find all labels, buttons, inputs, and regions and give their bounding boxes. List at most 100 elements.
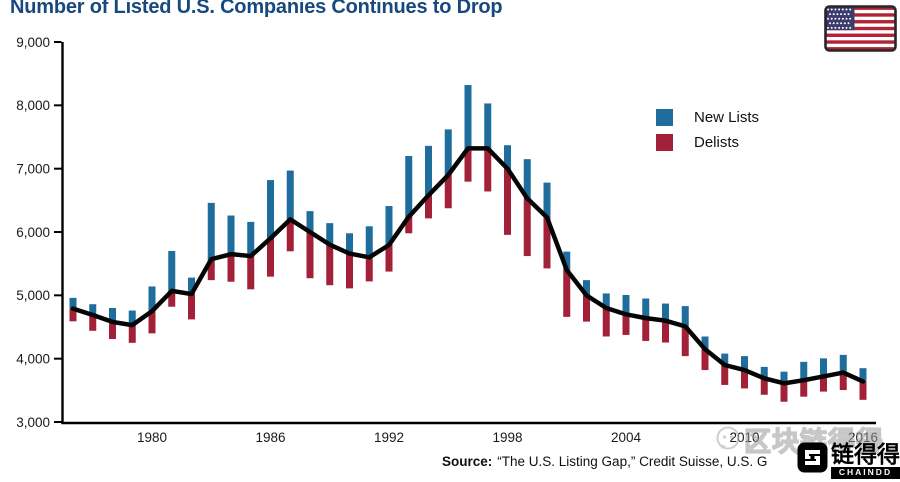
new-lists-bar [69, 297, 77, 309]
us-flag-svg [824, 5, 897, 52]
delists-bar [464, 148, 472, 182]
new-lists-bar [721, 353, 729, 365]
chaindd-logo-badge: CHAINDD [831, 467, 900, 479]
legend-item-new-lists: New Lists [656, 109, 759, 126]
new-lists-bar [464, 85, 472, 149]
new-lists-bar [306, 211, 314, 232]
delists-bar [365, 257, 373, 282]
x-tick-label: 2004 [611, 430, 642, 445]
delists-bar [741, 370, 748, 389]
new-lists-bar [681, 306, 689, 327]
delists-bar [681, 326, 689, 357]
delists-bar [109, 321, 116, 340]
chaindd-logo-text: 链得得 [831, 441, 900, 467]
new-lists-bar [148, 286, 156, 312]
delists-bar [286, 219, 294, 252]
new-lists-bar [820, 358, 827, 377]
new-lists-bar [227, 215, 235, 255]
x-tick-label: 1986 [255, 430, 285, 445]
delists-bar [583, 295, 590, 322]
new-lists-bar [583, 280, 590, 296]
delists-bar [662, 320, 669, 343]
delists-bar [267, 238, 274, 277]
new-lists-bar [89, 304, 97, 315]
delists-bar [227, 254, 235, 282]
delists-bar [602, 308, 610, 337]
x-tick-label: 1998 [492, 430, 522, 445]
new-lists-bar [602, 293, 610, 308]
new-lists-bar [563, 251, 571, 270]
chat-bubble-icon [716, 426, 740, 449]
new-lists-bar [405, 156, 413, 217]
new-lists-bar [839, 354, 847, 373]
source-text: “The U.S. Listing Gap,” Credit Suisse, U… [497, 454, 768, 469]
y-tick-label: 3,000 [16, 415, 50, 430]
delists-bar [385, 244, 393, 272]
new-lists-bar [346, 233, 353, 254]
delists-bar [128, 325, 136, 343]
delists-bar [346, 253, 353, 289]
source-label: Source: [442, 454, 493, 469]
chart-title: Number of Listed U.S. Companies Continue… [10, 0, 503, 18]
new-lists-bar [207, 202, 215, 260]
new-lists-bar [425, 145, 432, 196]
new-lists-bar [701, 336, 709, 350]
new-lists-bar [128, 310, 136, 326]
delists-bar [780, 383, 788, 402]
x-tick-label: 1980 [137, 430, 167, 445]
delists-bar [405, 216, 413, 234]
delists-bar [247, 256, 255, 290]
delists-bar [168, 290, 176, 307]
y-tick-label: 4,000 [16, 351, 50, 366]
x-tick-label: 2016 [848, 430, 878, 445]
us-flag-image [824, 5, 897, 52]
new-lists-bar [662, 303, 669, 321]
delists-bar [820, 376, 827, 392]
new-lists-swatch [656, 109, 673, 126]
delists-bar [188, 294, 195, 320]
delists-bar [622, 314, 630, 335]
delists-bar [839, 372, 847, 391]
new-lists-bar [800, 361, 808, 381]
delists-label: Delists [694, 134, 740, 151]
new-lists-bar [267, 180, 274, 239]
delists-bar [760, 378, 768, 395]
new-lists-label: New Lists [694, 109, 760, 126]
new-lists-bar [168, 251, 176, 291]
delists-bar [148, 311, 156, 334]
chaindd-logo-icon [797, 442, 828, 473]
y-tick-label: 8,000 [16, 98, 50, 113]
x-tick-label: 1992 [374, 430, 404, 445]
delists-bar [89, 314, 97, 331]
new-lists-bar [484, 103, 492, 149]
delists-bar [444, 175, 452, 209]
new-lists-bar [247, 221, 255, 257]
delists-swatch [656, 134, 673, 151]
delists-bar [69, 308, 77, 322]
new-lists-bar [760, 366, 768, 379]
delists-bar [721, 365, 729, 385]
delists-bar [484, 148, 492, 192]
delists-bar [326, 244, 334, 286]
delists-bar [306, 232, 314, 279]
new-lists-bar [444, 129, 452, 175]
delists-bar [543, 217, 551, 269]
new-lists-bar [780, 371, 788, 384]
new-lists-bar [859, 368, 867, 382]
new-lists-bar [326, 223, 334, 245]
delists-bar [642, 318, 650, 341]
source-line: Source: “The U.S. Listing Gap,” Credit Su… [442, 454, 767, 469]
delists-bar [701, 349, 709, 371]
chaindd-logo: 链得得 CHAINDD [797, 442, 900, 479]
delists-bar [425, 195, 432, 219]
new-lists-bar [523, 159, 531, 199]
delists-bar [504, 168, 511, 235]
new-lists-bar [741, 356, 748, 371]
delists-bar [207, 259, 215, 281]
new-lists-bar [622, 295, 630, 315]
new-lists-bar [109, 308, 116, 322]
chart-legend: New Lists Delists [656, 109, 759, 159]
delists-bar [523, 198, 531, 257]
